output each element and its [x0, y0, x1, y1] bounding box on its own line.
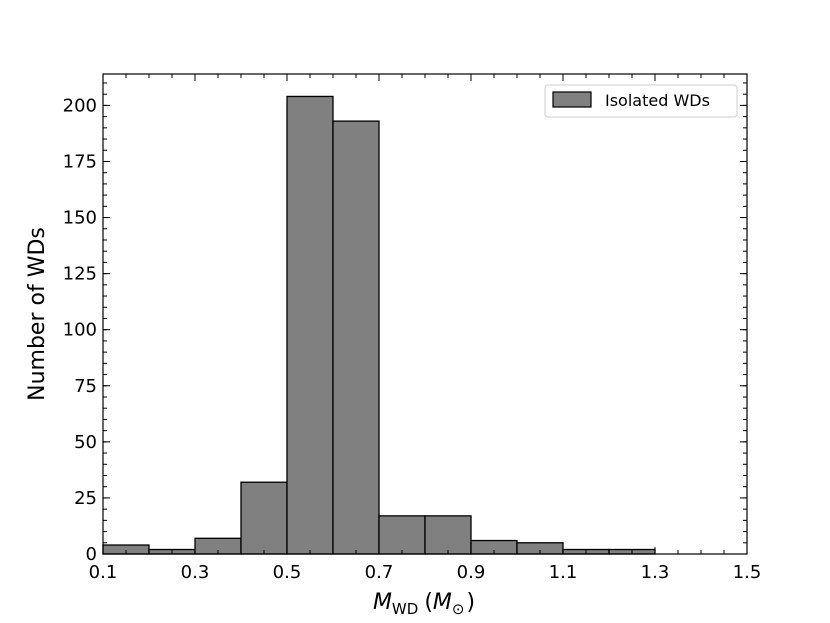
x-tick-label: 0.3	[181, 562, 210, 583]
x-axis-label-unit-subscript: ⊙	[452, 600, 465, 618]
plot-frame	[102, 73, 748, 555]
x-axis-label-symbol: M	[373, 590, 392, 615]
bars-group	[102, 95, 656, 555]
legend: Isolated WDs	[544, 84, 738, 118]
x-axis-label-subscript: WD	[392, 600, 418, 618]
y-tick-label: 0	[86, 544, 97, 565]
x-tick-label: 0.7	[365, 562, 394, 583]
y-tick-label: 100	[63, 320, 97, 341]
y-tick-label: 25	[74, 488, 97, 509]
legend-box	[544, 84, 738, 118]
x-tick-label: 1.1	[549, 562, 578, 583]
y-tick-label: 150	[63, 208, 97, 229]
histogram-bar	[240, 481, 288, 555]
x-tick-label: 1.5	[733, 562, 762, 583]
legend-label: Isolated WDs	[605, 91, 710, 110]
histogram-bar	[424, 515, 472, 555]
x-tick-label: 1.3	[641, 562, 670, 583]
x-tick-label: 0.5	[273, 562, 302, 583]
y-tick-label: 125	[63, 264, 97, 285]
y-tick-label: 200	[63, 95, 97, 116]
y-axis-label: Number of WDs	[25, 227, 50, 401]
legend-swatch	[552, 91, 592, 108]
ticks-group	[102, 74, 748, 555]
x-tick-label: 0.1	[89, 562, 118, 583]
histogram-bar	[332, 120, 380, 555]
x-axis-label-unit-open: (	[424, 590, 433, 615]
x-axis-label-unit-symbol: M	[433, 590, 452, 615]
histogram-bar	[378, 515, 426, 555]
histogram-bar	[286, 95, 334, 555]
x-axis-label-unit-close: )	[466, 590, 475, 615]
y-tick-label: 75	[74, 376, 97, 397]
tick-labels-group: 0.1 0.3 0.5 0.7 0.9 1.1 1.3 1.5 0 25 50 75 100 125 150…	[63, 95, 762, 583]
x-tick-label: 0.9	[457, 562, 486, 583]
x-axis-label: MWD (M⊙)	[373, 590, 475, 618]
y-tick-label: 50	[74, 432, 97, 453]
y-tick-label: 175	[63, 151, 97, 172]
